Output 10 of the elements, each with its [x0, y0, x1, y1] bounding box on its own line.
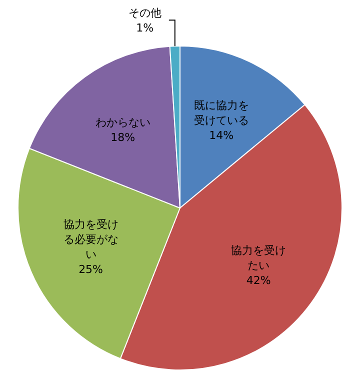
- data-label: 18%: [110, 130, 136, 144]
- slice-label: 既に協力を受けている: [194, 99, 249, 128]
- data-label: 42%: [246, 274, 271, 288]
- slice-label: 協力を受けたい: [231, 244, 286, 272]
- data-label: 14%: [209, 129, 234, 142]
- slice-label: 協力を受ける必要がない: [63, 218, 118, 262]
- slice-label: わからない: [95, 116, 150, 129]
- data-label: 1%: [136, 22, 154, 35]
- slice-label: その他: [128, 6, 162, 20]
- data-label: 25%: [78, 263, 104, 276]
